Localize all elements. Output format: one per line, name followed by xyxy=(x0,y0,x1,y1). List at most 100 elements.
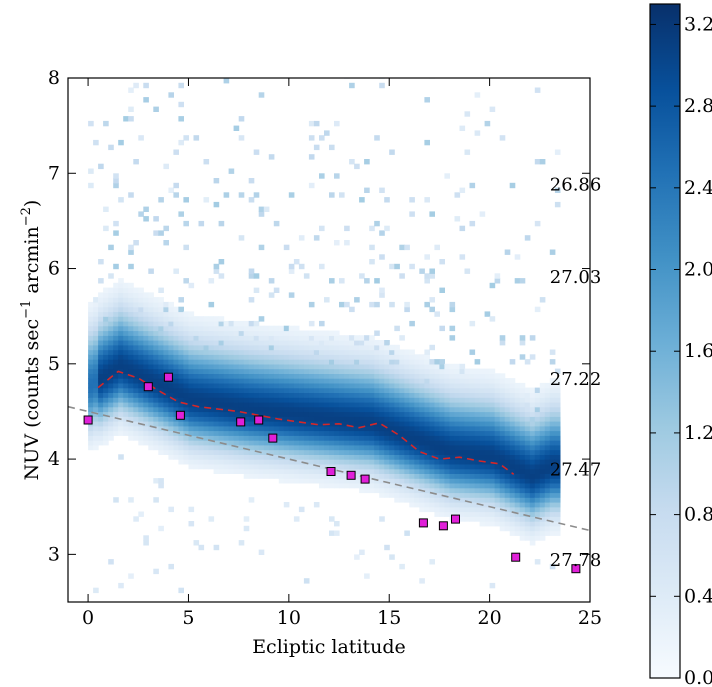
heatmap-cell-2444 xyxy=(424,349,430,355)
heatmap-cell-402 xyxy=(143,430,149,436)
heatmap-cell-1550 xyxy=(303,444,310,451)
heatmap-cell-2175 xyxy=(389,444,395,451)
heatmap-cell-1432 xyxy=(283,330,290,336)
heatmap-cell-2269 xyxy=(399,273,405,279)
heatmap-cell-1994 xyxy=(364,406,370,413)
heatmap-cell-871 xyxy=(208,463,215,470)
heatmap-cell-2345 xyxy=(414,497,420,503)
heatmap-cell-817 xyxy=(198,397,205,403)
heatmap-cell-2628 xyxy=(449,363,456,370)
heatmap-cell-2110 xyxy=(379,387,385,393)
heatmap-cell-2859 xyxy=(484,454,491,460)
heatmap-cell-3155 xyxy=(524,397,531,403)
heatmap-cell-1001 xyxy=(223,363,230,370)
heatmap-cell-330 xyxy=(133,421,139,427)
heatmap-cell-2615 xyxy=(449,425,456,432)
heatmap-cell-42 xyxy=(93,411,99,417)
heatmap-cell-2776 xyxy=(474,516,481,522)
heatmap-cell-1442 xyxy=(288,444,295,451)
heatmap-cell-1392 xyxy=(278,359,285,365)
heatmap-cell-260 xyxy=(123,387,129,393)
heatmap-cell-3227 xyxy=(534,387,541,393)
heatmap-cell-605 xyxy=(168,354,174,360)
heatmap-cell-921 xyxy=(213,397,220,403)
heatmap-cell-1429 xyxy=(283,344,290,351)
heatmap-cell-2404 xyxy=(419,378,425,384)
heatmap-cell-381 xyxy=(138,354,144,360)
heatmap-cell-2721 xyxy=(464,440,471,446)
heatmap-cell-2504 xyxy=(434,454,440,460)
heatmap-cell-2366 xyxy=(414,397,420,403)
heatmap-cell-1892 xyxy=(349,378,355,384)
heatmap-cell-2005 xyxy=(364,354,370,360)
heatmap-cell-2335 xyxy=(409,368,415,374)
heatmap-cell-2565 xyxy=(444,502,450,508)
heatmap-cell-238 xyxy=(118,325,124,332)
heatmap-cell-2605 xyxy=(449,473,456,479)
heatmap-cell-1665 xyxy=(319,411,325,417)
heatmap-cell-2855 xyxy=(484,473,491,479)
heatmap-cell-406 xyxy=(143,411,149,417)
heatmap-cell-580 xyxy=(163,225,169,232)
heatmap-cell-3332 xyxy=(549,378,556,384)
heatmap-cell-2246 xyxy=(399,449,405,455)
heatmap-cell-194 xyxy=(113,344,119,351)
heatmap-cell-1216 xyxy=(253,349,260,355)
heatmap-cell-94 xyxy=(98,316,104,322)
heatmap-cell-1975 xyxy=(359,197,365,203)
heatmap-cell-2662 xyxy=(454,378,461,384)
heatmap-cell-3200 xyxy=(534,516,541,522)
heatmap-cell-856 xyxy=(203,368,210,374)
heatmap-cell-2733 xyxy=(464,382,471,389)
heatmap-cell-2489 xyxy=(429,268,435,274)
heatmap-cell-698 xyxy=(183,444,189,451)
heatmap-cell-2470 xyxy=(429,425,435,432)
heatmap-cell-1884 xyxy=(349,416,355,422)
heatmap-cell-140 xyxy=(108,435,114,441)
heatmap-cell-438 xyxy=(148,435,154,441)
heatmap-cell-2028 xyxy=(369,416,375,422)
heatmap-cell-723 xyxy=(183,325,189,332)
heatmap-cell-2248 xyxy=(399,440,405,446)
heatmap-cell-377 xyxy=(138,373,144,379)
heatmap-cell-2128 xyxy=(384,544,390,551)
heatmap-cell-772 xyxy=(193,449,200,455)
heatmap-cell-1505 xyxy=(293,325,300,332)
heatmap-cell-1797 xyxy=(334,173,340,179)
heatmap-cell-2409 xyxy=(419,354,425,360)
heatmap-cell-290 xyxy=(128,416,134,422)
heatmap-cell-1335 xyxy=(273,463,280,470)
heatmap-cell-2783 xyxy=(474,482,481,489)
heatmap-cell-1229 xyxy=(258,468,265,474)
heatmap-cell-2253 xyxy=(399,416,405,422)
heatmap-cell-266 xyxy=(123,359,129,365)
heatmap-cell-3291 xyxy=(544,416,551,422)
heatmap-cell-2180 xyxy=(389,421,395,427)
heatmap-cell-2795 xyxy=(474,425,481,432)
heatmap-cell-226 xyxy=(118,382,124,389)
heatmap-cell-2295 xyxy=(404,387,410,393)
heatmap-cell-2791 xyxy=(474,444,481,451)
heatmap-cell-3169 xyxy=(529,497,536,503)
heatmap-cell-1820 xyxy=(339,382,345,389)
heatmap-cell-2493 xyxy=(434,506,440,513)
heatmap-cell-2080 xyxy=(374,344,380,351)
heatmap-cell-1191 xyxy=(253,468,260,474)
heatmap-cell-1929 xyxy=(354,373,360,379)
heatmap-cell-2176 xyxy=(389,440,395,446)
heatmap-cell-807 xyxy=(198,444,205,451)
heatmap-cell-2168 xyxy=(389,478,395,484)
heatmap-cell-1566 xyxy=(303,368,310,374)
heatmap-cell-1571 xyxy=(303,344,310,351)
heatmap-cell-979 xyxy=(223,468,230,474)
heatmap-cell-40 xyxy=(93,421,99,427)
heatmap-cell-1572 xyxy=(303,340,310,346)
heatmap-cell-2903 xyxy=(489,416,496,422)
heatmap-cell-2107 xyxy=(379,401,385,408)
heatmap-cell-2974 xyxy=(499,416,506,422)
heatmap-cell-1919 xyxy=(354,421,360,427)
heatmap-cell-1734 xyxy=(329,440,335,446)
heatmap-cell-2502 xyxy=(434,463,440,470)
heatmap-cell-2666 xyxy=(454,216,461,222)
x-tick-label-2: 10 xyxy=(277,607,301,629)
